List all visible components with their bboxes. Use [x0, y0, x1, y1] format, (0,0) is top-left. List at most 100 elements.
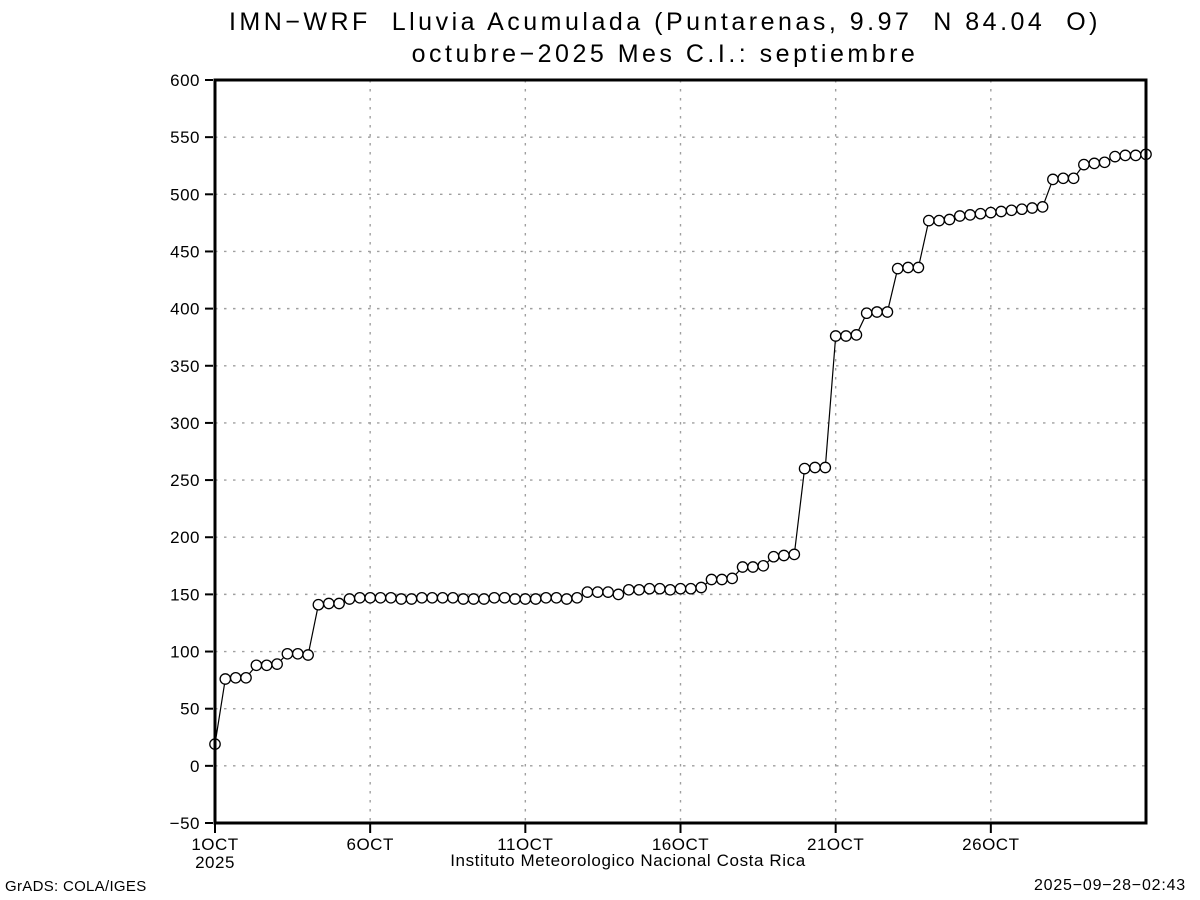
grads-credit-label: GrADS: COLA/IGES [5, 878, 147, 895]
timestamp-label: 2025−09−28−02:43 [1033, 877, 1186, 894]
y-tick-label: 200 [170, 528, 200, 547]
data-point-marker [695, 581, 708, 594]
data-point-marker [705, 573, 718, 586]
data-point-marker [943, 213, 956, 226]
data-point-marker [622, 583, 635, 596]
y-tick-label: 250 [170, 471, 200, 490]
plot-frame [213, 78, 1148, 825]
y-tick-label: 0 [190, 757, 200, 776]
data-point-marker [571, 591, 583, 604]
data-point-marker [364, 591, 377, 604]
data-point-marker [519, 593, 532, 605]
data-point-marker [922, 214, 935, 227]
data-point-marker [1067, 172, 1080, 185]
data-point-marker [457, 593, 470, 605]
data-point-marker [860, 307, 873, 320]
data-point-marker [395, 593, 408, 605]
data-point-marker [416, 591, 428, 604]
data-point-marker [1016, 203, 1028, 216]
data-point-marker [291, 647, 304, 660]
data-point-marker [343, 593, 356, 605]
data-point-marker [1129, 149, 1142, 162]
data-point-marker [871, 306, 883, 318]
data-point-marker [747, 561, 759, 573]
data-point-marker [1026, 202, 1039, 214]
data-point-marker [498, 591, 511, 604]
chart-title: IMN−WRF Lluvia Acumulada (Puntarenas, 9.… [228, 8, 1101, 36]
data-point-marker [602, 586, 614, 598]
data-point-marker [716, 573, 728, 586]
data-point-marker [1005, 204, 1018, 217]
data-point-marker [550, 591, 563, 604]
data-point-marker [953, 210, 966, 222]
data-point-marker [664, 583, 677, 596]
data-point-marker [643, 582, 656, 595]
y-tick-label: −50 [170, 814, 200, 833]
data-point-marker [726, 572, 739, 585]
data-point-marker [581, 586, 594, 598]
data-point-marker [881, 306, 894, 318]
data-point-marker [302, 649, 314, 661]
data-point-marker [1078, 158, 1090, 171]
data-point-marker [260, 659, 273, 672]
data-point-marker [757, 559, 770, 572]
data-point-marker [1036, 201, 1049, 213]
x-tick-label: 6OCT [346, 835, 393, 854]
data-point-marker [798, 462, 811, 475]
data-point-marker [840, 330, 852, 342]
data-point-marker [353, 591, 366, 604]
y-tick-label: 400 [170, 300, 200, 319]
data-point-marker [933, 214, 945, 227]
data-point-marker [591, 586, 604, 598]
y-tick-label: 300 [170, 414, 200, 433]
data-point-marker [1119, 149, 1132, 162]
data-point-marker [540, 591, 552, 604]
data-point-marker [560, 593, 573, 605]
data-point-marker [684, 582, 697, 595]
data-point-marker [322, 597, 335, 610]
x-axis-year-label: 2025 [195, 853, 235, 872]
y-tick-label: 50 [180, 700, 200, 719]
data-point-marker [333, 597, 345, 610]
data-point-marker [509, 593, 521, 605]
data-point-marker [281, 647, 294, 660]
data-point-marker [778, 549, 790, 562]
data-point-marker [912, 261, 925, 274]
data-point-marker [674, 582, 687, 595]
data-point-marker [405, 593, 418, 605]
data-point-marker [385, 591, 397, 604]
data-point-marker [767, 550, 780, 563]
data-point-marker [788, 548, 801, 561]
data-point-marker [891, 262, 904, 275]
data-point-marker [829, 330, 842, 342]
data-point-marker [219, 673, 232, 685]
data-point-marker [1057, 172, 1070, 185]
data-point-marker [1088, 157, 1101, 170]
data-point-marker [374, 591, 387, 604]
data-point-marker [467, 593, 480, 605]
data-point-marker [529, 593, 542, 605]
data-point-marker [436, 591, 449, 604]
x-tick-label: 21OCT [807, 835, 864, 854]
y-tick-label: 350 [170, 357, 200, 376]
data-point-marker [312, 598, 325, 611]
data-point-marker [653, 582, 666, 595]
y-tick-label: 500 [170, 185, 200, 204]
y-tick-label: 450 [170, 242, 200, 261]
data-point-marker [984, 206, 997, 219]
x-tick-label: 1OCT [191, 835, 238, 854]
data-point-marker [240, 671, 252, 684]
data-point-marker [612, 588, 625, 601]
data-point-marker [633, 583, 645, 596]
data-point-marker [964, 209, 976, 221]
data-point-marker [1109, 150, 1121, 163]
data-point-marker [850, 329, 863, 341]
y-tick-label: 600 [170, 71, 200, 90]
data-point-marker [902, 261, 914, 274]
data-point-marker [250, 659, 263, 672]
x-tick-label: 16OCT [652, 835, 709, 854]
y-tick-label: 150 [170, 585, 200, 604]
data-point-marker [995, 205, 1008, 218]
